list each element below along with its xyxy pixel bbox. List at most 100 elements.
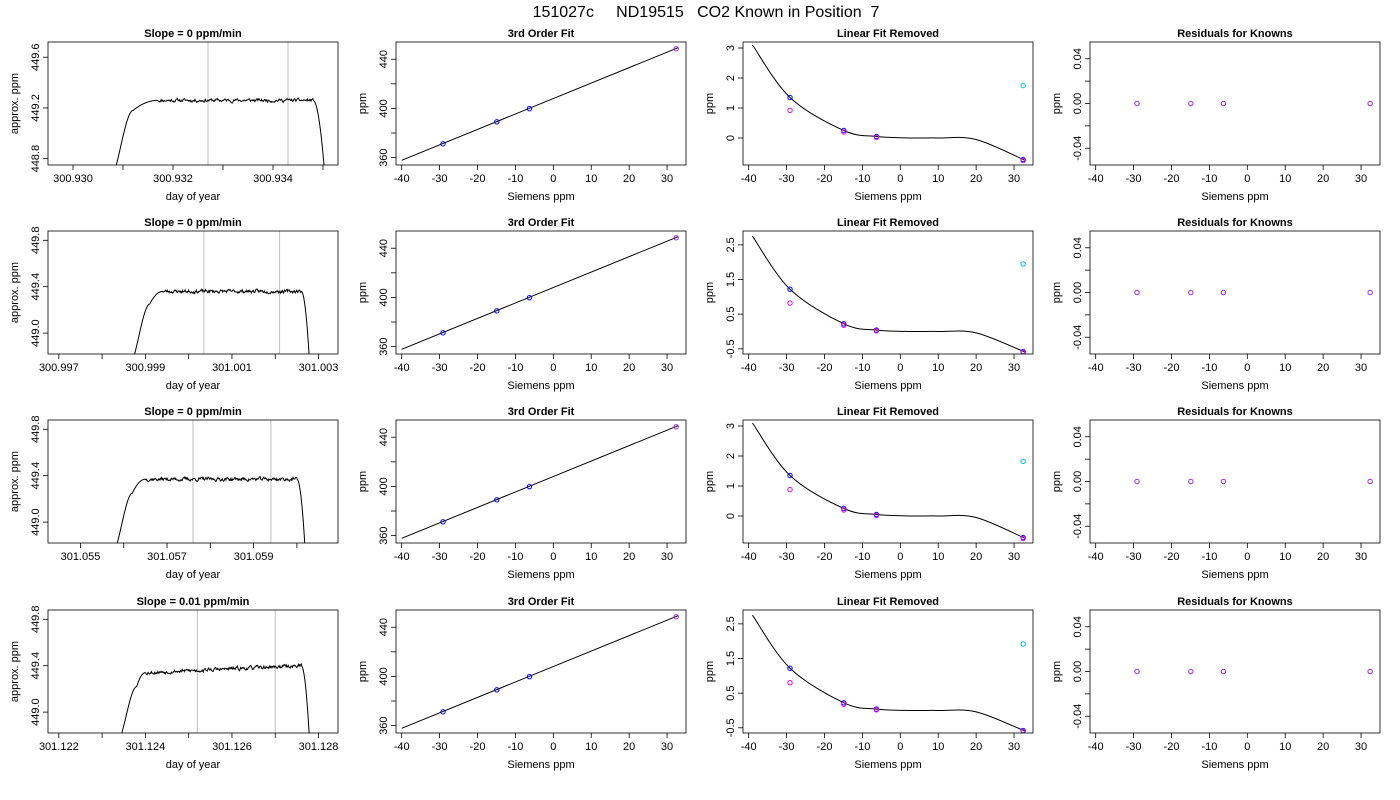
x-tick-label: -40 — [741, 362, 757, 374]
plot-frame — [395, 419, 687, 544]
x-tick-label: 10 — [585, 551, 597, 563]
plot-area — [752, 44, 1026, 164]
x-axis-label: Siemens ppm — [1201, 569, 1268, 581]
x-tick-label: 0 — [1244, 362, 1250, 374]
x-tick-label: -20 — [1164, 362, 1180, 374]
x-tick-label: 20 — [970, 173, 982, 185]
data-point — [841, 701, 847, 707]
data-point — [494, 497, 500, 503]
x-tick-label: -40 — [394, 551, 410, 563]
x-tick-label: 0 — [897, 741, 903, 753]
y-tick-label: 440 — [378, 618, 390, 636]
x-tick-label: -40 — [1088, 741, 1104, 753]
x-tick-label: 10 — [1279, 551, 1291, 563]
fit-line — [401, 236, 679, 350]
y-tick-label: 449.6 — [30, 43, 42, 71]
cubic-fit-curve — [752, 422, 1026, 539]
y-tick-label: 360 — [378, 526, 390, 544]
data-point — [440, 519, 446, 525]
plot-frame — [742, 419, 1034, 544]
x-tick-label: -20 — [817, 173, 833, 185]
x-tick-label: 30 — [661, 551, 673, 563]
x-tick-label: 10 — [1279, 173, 1291, 185]
x-tick-label: -30 — [432, 173, 448, 185]
y-tick-label: 449.4 — [30, 652, 42, 680]
x-tick-label: 20 — [623, 551, 635, 563]
x-tick-label: -10 — [1201, 362, 1217, 374]
x-tick-label: 10 — [932, 741, 944, 753]
x-tick-label: 10 — [585, 741, 597, 753]
x-tick-label: -30 — [779, 741, 795, 753]
x-tick-label: 20 — [970, 741, 982, 753]
y-tick-label: 2.5 — [725, 616, 737, 631]
y-tick-label: 1.5 — [725, 651, 737, 666]
x-tick-label: 300.932 — [153, 173, 193, 185]
plot-area — [115, 42, 325, 165]
y-axis-label: approx. ppm — [9, 641, 21, 702]
data-point — [1188, 100, 1194, 107]
y-tick-label: 400 — [378, 477, 390, 495]
data-point — [1134, 478, 1140, 485]
x-tick-label: -30 — [432, 551, 448, 563]
x-tick-label: -10 — [507, 362, 523, 374]
data-point — [673, 235, 679, 241]
data-point — [1020, 157, 1026, 164]
data-point — [673, 424, 679, 430]
data-point — [494, 119, 500, 125]
x-tick-label: -10 — [507, 173, 523, 185]
x-tick-label: -20 — [817, 362, 833, 374]
x-tick-label: 30 — [1008, 551, 1020, 563]
concentration-trace — [134, 288, 310, 354]
plot-area — [134, 231, 310, 354]
data-point — [1367, 100, 1373, 107]
cubic-fit-curve — [752, 614, 1026, 732]
y-tick-label: 2 — [725, 453, 737, 459]
x-tick-label: -30 — [432, 741, 448, 753]
plot-area — [752, 422, 1026, 542]
y-tick-label: 1.5 — [725, 272, 737, 287]
panel-r2-c4: Residuals for Knowns -40 -30 -20 -10 0 10 20 30 -… — [1051, 217, 1381, 392]
y-axis-label: ppm — [1051, 93, 1063, 114]
data-point — [1220, 100, 1227, 107]
x-tick-label: -10 — [1201, 551, 1217, 563]
y-tick-label: -0.04 — [1072, 704, 1084, 729]
y-tick-label: 0.04 — [1072, 237, 1084, 258]
x-tick-label: 301.122 — [39, 741, 79, 753]
y-tick-label: 449.8 — [30, 227, 42, 255]
data-point — [873, 134, 880, 141]
x-tick-label: 0 — [550, 173, 556, 185]
x-tick-label: 30 — [1008, 173, 1020, 185]
data-point — [526, 673, 533, 680]
x-tick-label: -40 — [1088, 551, 1104, 563]
y-axis-label: ppm — [357, 471, 369, 492]
x-tick-label: -40 — [394, 362, 410, 374]
data-point — [1020, 641, 1026, 647]
x-tick-label: 30 — [1355, 362, 1367, 374]
x-tick-label: 0 — [550, 741, 556, 753]
x-tick-label: -40 — [1088, 362, 1104, 374]
panel-r2-c2: 3rd Order Fit -40 -30 -20 -10 0 10 20 30 360 400 44… — [357, 217, 687, 392]
y-axis-label: approx. ppm — [9, 451, 21, 512]
y-tick-label: 3 — [725, 45, 737, 51]
x-axis-label: Siemens ppm — [507, 759, 574, 771]
plot-frame — [395, 609, 687, 734]
x-tick-label: -30 — [1126, 362, 1142, 374]
x-tick-label: 0 — [1244, 551, 1250, 563]
y-tick-label: 0 — [725, 513, 737, 519]
plot-frame — [47, 230, 339, 355]
y-axis-label: ppm — [704, 471, 716, 492]
plot-frame — [742, 230, 1034, 355]
concentration-trace — [115, 97, 325, 165]
plot-frame — [395, 41, 687, 166]
y-tick-label: 360 — [378, 716, 390, 734]
y-tick-label: 2.5 — [725, 237, 737, 252]
x-tick-label: -10 — [854, 362, 870, 374]
x-tick-label: 0 — [897, 362, 903, 374]
x-tick-label: -40 — [1088, 173, 1104, 185]
x-tick-label: 10 — [932, 551, 944, 563]
data-point — [1188, 289, 1194, 296]
x-tick-label: 301.128 — [299, 741, 339, 753]
data-point — [1020, 458, 1026, 465]
x-tick-label: 0 — [1244, 741, 1250, 753]
data-point — [841, 322, 847, 328]
